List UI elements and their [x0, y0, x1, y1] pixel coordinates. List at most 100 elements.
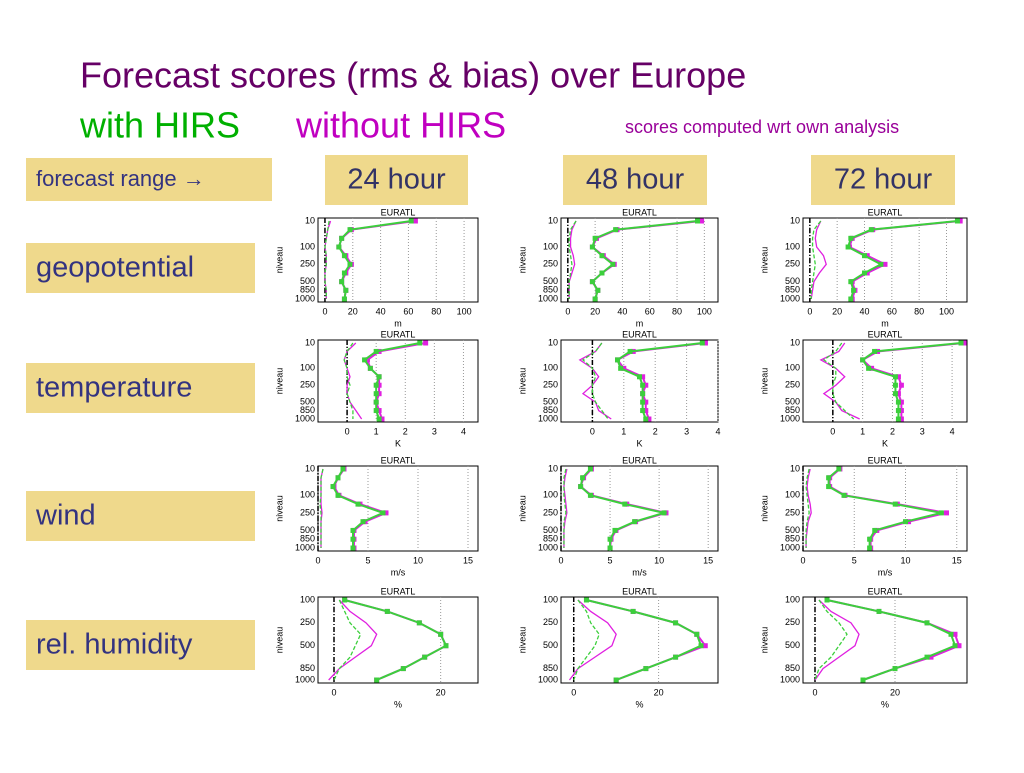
y-tick-label: 100 — [543, 490, 558, 500]
range-label: forecast range → — [36, 166, 205, 191]
y-tick-label: 100 — [543, 241, 558, 251]
x-tick-label: 40 — [617, 306, 627, 316]
point — [595, 287, 601, 293]
x-tick-label: 0 — [315, 555, 320, 565]
y-tick-label: 100 — [785, 594, 800, 604]
chart-title: EURATL — [622, 329, 657, 339]
y-tick-label: 850 — [543, 663, 558, 673]
y-tick-label: 500 — [543, 640, 558, 650]
point — [699, 340, 705, 346]
plot-frame — [317, 596, 479, 684]
point — [621, 365, 627, 371]
y-tick-label: 10 — [548, 337, 558, 347]
point — [589, 244, 595, 250]
point — [895, 399, 901, 405]
point — [867, 545, 873, 551]
x-axis-label: m — [636, 318, 644, 328]
point — [640, 399, 646, 405]
point — [589, 279, 595, 285]
point — [826, 475, 832, 481]
point — [646, 416, 652, 422]
point — [944, 510, 949, 516]
point — [627, 348, 633, 354]
y-axis-label: niveau — [274, 368, 284, 395]
chart-title: EURATL — [868, 207, 903, 217]
y-tick-label: 250 — [543, 259, 558, 269]
x-tick-label: 20 — [832, 306, 842, 316]
point — [599, 270, 605, 276]
x-axis-label: % — [635, 699, 643, 709]
chart-title: EURATL — [381, 329, 416, 339]
x-tick-label: 10 — [654, 555, 664, 565]
x-tick-label: 20 — [654, 687, 664, 697]
point — [702, 643, 708, 649]
series-line — [331, 468, 386, 548]
point — [618, 365, 624, 371]
plot-frame — [560, 339, 719, 423]
y-tick-label: 850 — [300, 405, 315, 415]
point — [952, 631, 958, 637]
row-label: wind — [35, 500, 96, 532]
row-label: temperature — [36, 372, 192, 404]
point — [400, 666, 406, 672]
point — [580, 475, 586, 481]
chart-title: EURATL — [622, 207, 657, 217]
point — [867, 536, 873, 542]
point — [622, 501, 628, 507]
y-tick-label: 1000 — [295, 542, 315, 552]
row-box — [26, 363, 255, 413]
y-tick-label: 850 — [785, 663, 800, 673]
point — [376, 382, 382, 388]
y-tick-label: 100 — [300, 594, 315, 604]
point — [340, 466, 346, 472]
plot-frame — [802, 217, 968, 303]
point — [587, 492, 593, 498]
x-tick-label: 2 — [890, 426, 895, 436]
x-tick-label: 0 — [807, 306, 812, 316]
row-label: rel. humidity — [36, 629, 193, 661]
y-tick-label: 250 — [543, 507, 558, 517]
x-tick-label: 1 — [621, 426, 626, 436]
point — [673, 620, 679, 626]
x-tick-label: 60 — [645, 306, 655, 316]
point — [379, 416, 385, 422]
y-tick-label: 850 — [543, 285, 558, 295]
y-tick-label: 500 — [785, 276, 800, 286]
x-tick-label: 0 — [345, 426, 350, 436]
series-line — [861, 342, 962, 419]
x-tick-label: 0 — [800, 555, 805, 565]
point — [864, 270, 870, 276]
column-label: 24 hour — [347, 164, 446, 196]
series-line — [568, 220, 577, 299]
plot-frame — [317, 217, 479, 303]
series-line — [573, 599, 600, 681]
point — [876, 608, 882, 614]
x-tick-label: 5 — [852, 555, 857, 565]
y-tick-label: 100 — [543, 594, 558, 604]
y-tick-label: 850 — [300, 663, 315, 673]
point — [578, 484, 584, 490]
x-tick-label: 4 — [950, 426, 955, 436]
chart-title: EURATL — [381, 586, 416, 596]
point — [892, 382, 898, 388]
y-tick-label: 100 — [300, 490, 315, 500]
y-tick-label: 500 — [543, 396, 558, 406]
point — [872, 348, 878, 354]
y-tick-label: 1000 — [295, 674, 315, 684]
x-tick-label: 20 — [436, 687, 446, 697]
point — [360, 519, 366, 525]
row-box — [26, 243, 255, 293]
point — [610, 261, 616, 267]
y-tick-label: 250 — [300, 507, 315, 517]
series-line — [810, 220, 822, 299]
point — [956, 643, 962, 649]
x-tick-label: 80 — [672, 306, 682, 316]
point — [373, 399, 379, 405]
point — [952, 643, 958, 649]
plot-frame — [317, 465, 479, 552]
x-axis-label: % — [394, 699, 402, 709]
